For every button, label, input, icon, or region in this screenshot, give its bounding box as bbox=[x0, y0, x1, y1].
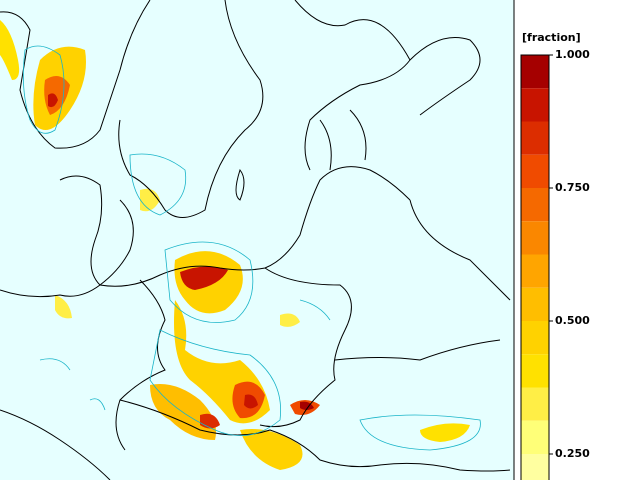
colorbar-tick-label: 0.500 bbox=[555, 314, 590, 327]
colorbar-segment bbox=[521, 454, 549, 480]
contours bbox=[22, 45, 481, 451]
colorbar-segment bbox=[521, 321, 549, 355]
colorbar-segment bbox=[521, 121, 549, 155]
colorbar-tick-label: 1.000 bbox=[555, 48, 590, 61]
precipitation-field bbox=[0, 20, 470, 470]
colorbar-tick-label: 0.750 bbox=[555, 181, 590, 194]
colorbar-segment bbox=[521, 287, 549, 321]
colorbar-tick-label: 0.250 bbox=[555, 447, 590, 460]
colorbar-segment bbox=[521, 354, 549, 388]
colorbar-segment bbox=[521, 254, 549, 288]
colorbar-segment bbox=[521, 88, 549, 122]
colorbar-segment bbox=[521, 154, 549, 188]
colorbar-segment bbox=[521, 188, 549, 222]
colorbar-segment bbox=[521, 221, 549, 255]
coastlines-and-borders bbox=[0, 0, 511, 480]
colorbar-segment bbox=[521, 387, 549, 421]
colorbar-segment bbox=[521, 55, 549, 89]
colorbar-frame bbox=[520, 54, 550, 480]
colorbar-segment bbox=[521, 420, 549, 454]
colorbar-label: [fraction] bbox=[522, 31, 581, 44]
